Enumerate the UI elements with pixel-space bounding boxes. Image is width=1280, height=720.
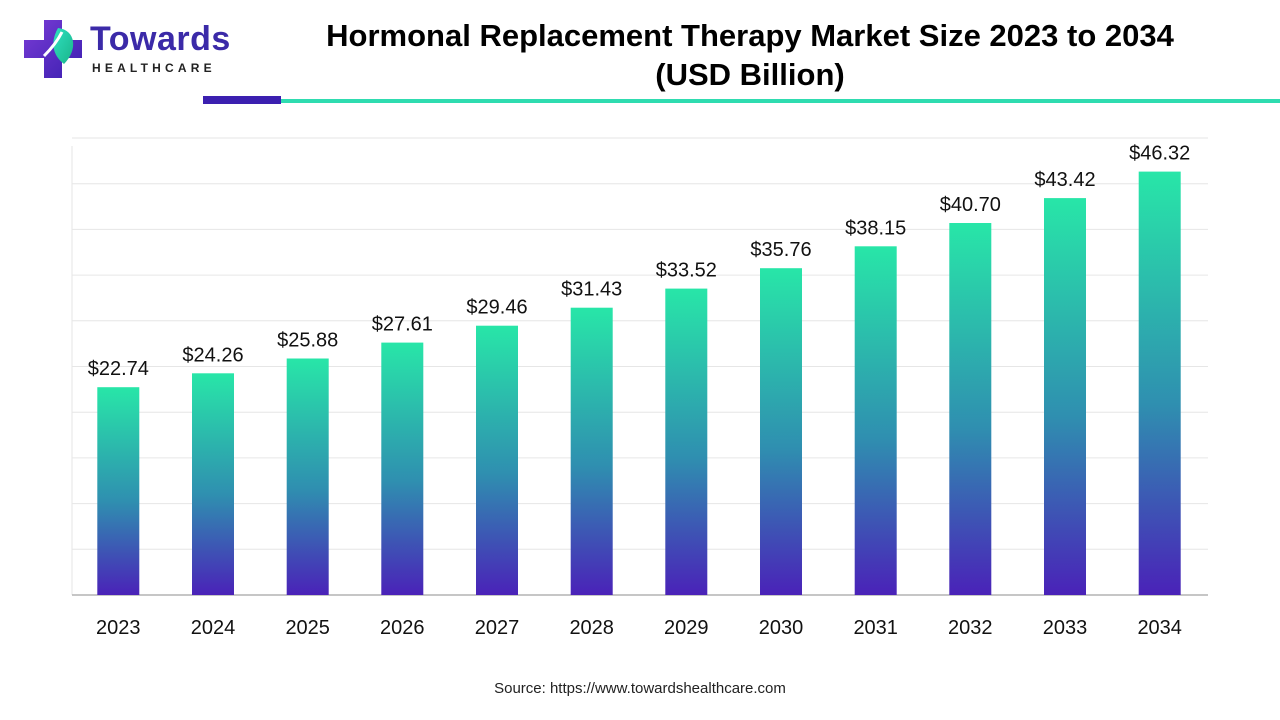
chart-title: Hormonal Replacement Therapy Market Size… <box>240 16 1260 94</box>
bar-2026 <box>381 342 424 595</box>
data-label-2033: $43.42 <box>1034 169 1095 191</box>
data-label-2023: $22.74 <box>88 358 149 380</box>
header-accent-bar <box>203 96 281 104</box>
bar-2025 <box>286 358 329 595</box>
bar-chart: $22.74 $24.26 $25.88 $27.61 $29.46 $31.43 $33.… <box>71 137 1208 639</box>
data-label-2026: $27.61 <box>372 314 433 336</box>
bar-2030 <box>760 268 802 595</box>
x-tick-label-2023: 2023 <box>96 617 141 639</box>
data-label-2029: $33.52 <box>656 260 717 282</box>
x-tick-label-2033: 2033 <box>1043 617 1088 639</box>
bar-2033 <box>1044 198 1086 595</box>
brand-wordmark: Towards <box>90 20 231 58</box>
brand-logo: Towards HEALTHCARE <box>22 18 232 80</box>
header-divider-line <box>281 99 1280 103</box>
bar-2024 <box>192 373 234 595</box>
bar-2032 <box>949 223 992 595</box>
x-tick-label-2029: 2029 <box>664 617 709 639</box>
bar-2028 <box>570 307 613 595</box>
medical-cross-leaf-icon <box>24 20 82 78</box>
data-label-2024: $24.26 <box>182 344 243 366</box>
x-tick-label-2032: 2032 <box>948 617 993 639</box>
data-label-2031: $38.15 <box>845 217 906 239</box>
x-tick-label-2031: 2031 <box>853 617 898 639</box>
chart-title-line-2: (USD Billion) <box>655 57 845 92</box>
bar-2027 <box>476 325 518 595</box>
bar-2023 <box>97 387 140 595</box>
brand-subtitle: HEALTHCARE <box>92 61 216 75</box>
x-tick-label-2025: 2025 <box>285 617 330 639</box>
x-tick-label-2028: 2028 <box>569 617 614 639</box>
x-tick-label-2030: 2030 <box>759 617 804 639</box>
source-note: Source: https://www.towardshealthcare.co… <box>494 680 786 697</box>
x-tick-label-2034: 2034 <box>1137 617 1182 639</box>
x-tick-label-2026: 2026 <box>380 617 425 639</box>
data-label-2027: $29.46 <box>466 297 527 319</box>
data-label-2025: $25.88 <box>277 330 338 352</box>
chart-title-line-1: Hormonal Replacement Therapy Market Size… <box>326 18 1174 53</box>
bar-2031 <box>854 246 897 596</box>
x-tick-label-2027: 2027 <box>475 617 520 639</box>
bar-2034 <box>1138 171 1181 595</box>
data-label-2032: $40.70 <box>940 194 1001 216</box>
x-tick-label-2024: 2024 <box>191 617 236 639</box>
bar-2029 <box>665 288 708 595</box>
data-label-2030: $35.76 <box>750 239 811 261</box>
data-label-2028: $31.43 <box>561 279 622 301</box>
data-label-2034: $46.32 <box>1129 143 1190 165</box>
